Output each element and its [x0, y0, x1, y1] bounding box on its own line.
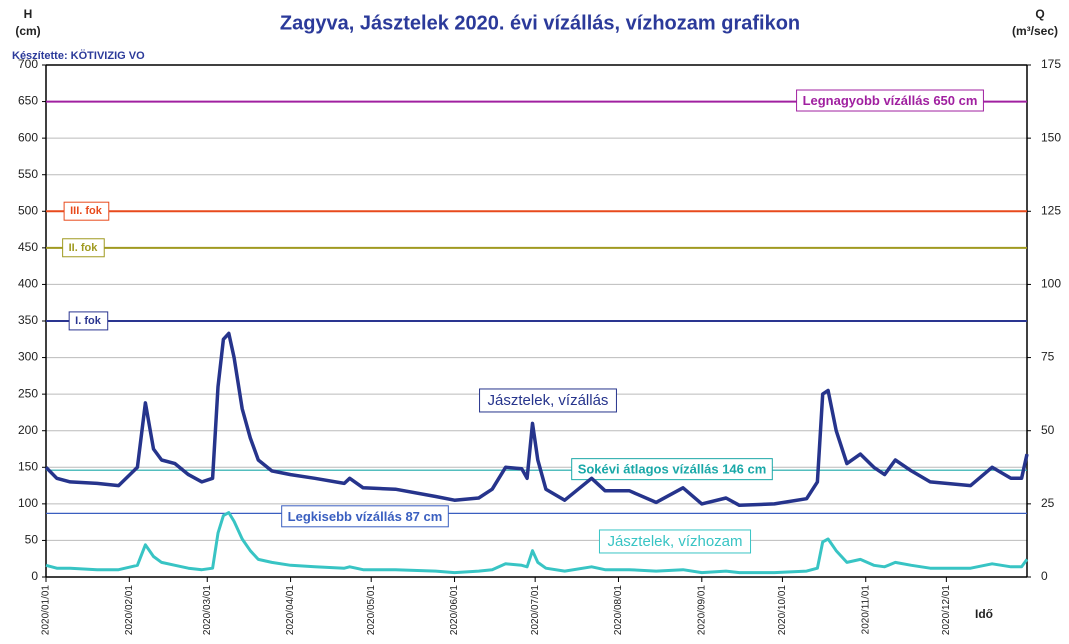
series-label-box: [479, 388, 617, 413]
x-tick-label: 2020/02/01: [124, 585, 135, 635]
y-tick-label: 450: [18, 240, 38, 254]
y-tick-label: 100: [18, 496, 38, 510]
label-box: [68, 311, 109, 331]
x-tick-label: 2020/10/01: [777, 585, 788, 635]
series-line: [44, 331, 1029, 508]
label-box: [281, 505, 449, 528]
reference-label: Legnagyobb vízállás 650 cm: [803, 93, 978, 108]
y-tick-label: 300: [18, 350, 38, 364]
y-tick-label: 50: [25, 533, 39, 547]
x-tick-label: 2020/04/01: [285, 585, 296, 635]
x-tick-label: 2020/07/01: [530, 585, 541, 635]
reference-label: Legkisebb vízállás 87 cm: [288, 509, 443, 524]
y2-tick-label: 0: [1041, 569, 1048, 583]
y-axis-symbol: H: [24, 7, 33, 21]
chart-title: Zagyva, Jásztelek 2020. évi vízállás, ví…: [280, 12, 800, 34]
x-tick-label: 2020/03/01: [202, 585, 213, 635]
credit: Készítette: KÖTIVIZIG VO: [12, 49, 145, 62]
y-tick-label: 500: [18, 203, 38, 217]
y-tick-label: 400: [18, 277, 38, 291]
y2-tick-label: 100: [1041, 277, 1061, 291]
label-box: [62, 238, 105, 258]
series-label: Jásztelek, vízállás: [488, 392, 609, 409]
label-box: [63, 201, 110, 221]
y-tick-label: 200: [18, 423, 38, 437]
x-tick-label: 2020/09/01: [696, 585, 707, 635]
x-tick-label: 2020/01/01: [41, 585, 52, 635]
y-tick-label: 550: [18, 167, 38, 181]
label-box: [571, 458, 773, 481]
y-tick-label: 0: [31, 569, 38, 583]
series-label-box: [598, 529, 752, 554]
y2-tick-label: 175: [1041, 57, 1061, 71]
y2-tick-label: 75: [1041, 350, 1055, 364]
x-tick-label: 2020/05/01: [366, 585, 377, 635]
x-tick-label: 2020/06/01: [449, 585, 460, 635]
y2-tick-label: 125: [1041, 203, 1061, 217]
y-tick-label: 650: [18, 94, 38, 108]
y2-axis-symbol: Q: [1035, 7, 1044, 21]
y2-axis-unit: (m³/sec): [1012, 24, 1058, 38]
reference-label: Sokévi átlagos vízállás 146 cm: [578, 462, 767, 477]
y-tick-label: 700: [18, 57, 38, 71]
y2-tick-label: 150: [1041, 130, 1061, 144]
y2-tick-label: 25: [1041, 496, 1055, 510]
series-line: [45, 511, 1029, 575]
x-axis-label: Idő: [975, 607, 993, 621]
y2-tick-label: 50: [1041, 423, 1055, 437]
reference-label: III. fok: [70, 205, 103, 217]
y-tick-label: 250: [18, 386, 38, 400]
y-tick-label: 600: [18, 130, 38, 144]
y-axis-unit: (cm): [15, 24, 40, 38]
x-tick-label: 2020/11/01: [860, 585, 871, 635]
y-tick-label: 150: [18, 459, 38, 473]
label-box: [796, 89, 984, 112]
reference-label: I. fok: [75, 315, 102, 327]
reference-label: II. fok: [69, 242, 99, 254]
series-label: Jásztelek, vízhozam: [607, 533, 742, 550]
x-tick-label: 2020/08/01: [613, 585, 624, 635]
x-tick-label: 2020/12/01: [941, 585, 952, 635]
y-tick-label: 350: [18, 313, 38, 327]
